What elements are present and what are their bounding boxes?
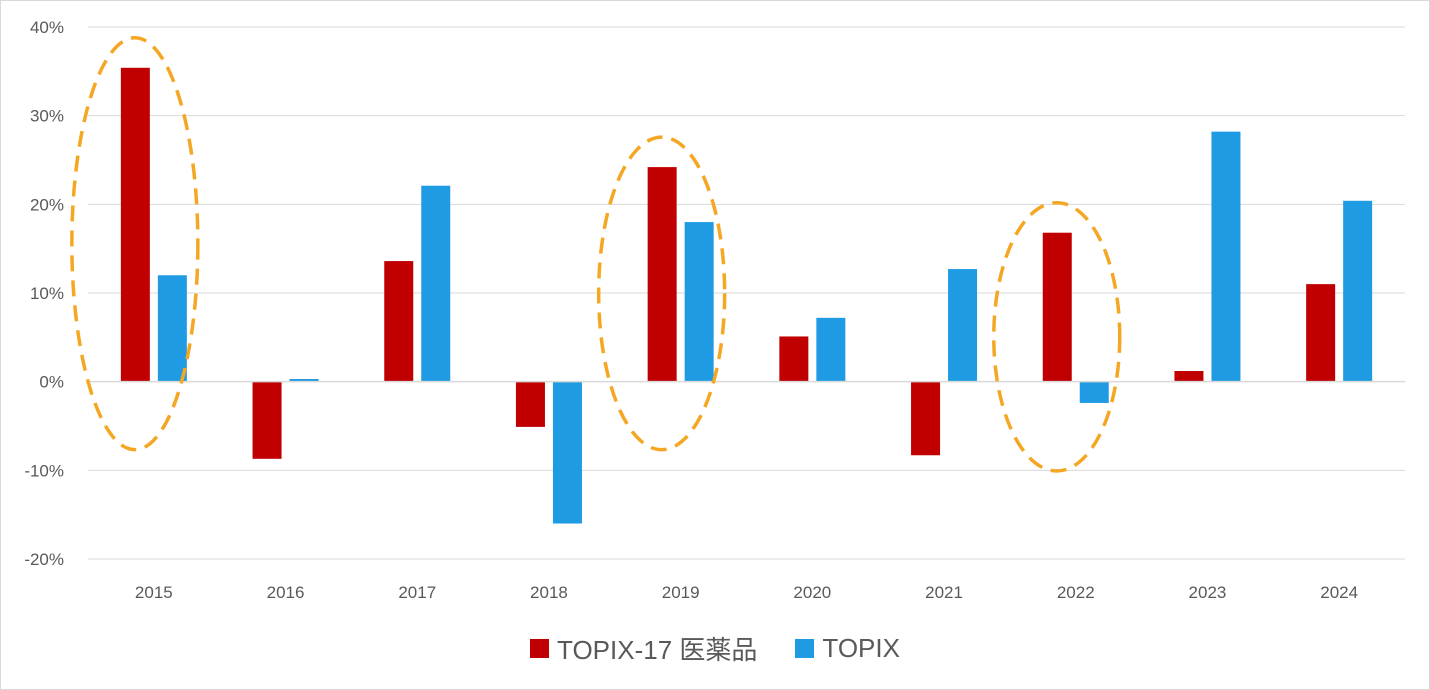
bar-topix-2017 — [421, 185, 451, 382]
x-tick-label: 2017 — [398, 583, 436, 602]
legend-swatch-pharma — [530, 639, 550, 658]
highlight-ellipse-2019 — [596, 135, 727, 452]
bar-topix-2019 — [684, 222, 714, 382]
bar-pharma-2020 — [779, 336, 809, 382]
bar-chart: 40% 30% 20% 10% 0% -10% -20% 2015 2016 2017 2018 20… — [24, 18, 1405, 602]
y-tick-label: 40% — [30, 18, 64, 37]
bar-pharma-2022 — [1042, 232, 1072, 382]
x-tick-label: 2015 — [135, 583, 173, 602]
x-tick-label: 2023 — [1189, 583, 1227, 602]
bar-topix-2021 — [948, 269, 978, 382]
x-tick-label: 2016 — [267, 583, 305, 602]
legend-item-pharma[interactable]: TOPIX-17 医薬品 — [530, 630, 757, 667]
x-tick-label: 2018 — [530, 583, 568, 602]
x-tick-label: 2021 — [925, 583, 963, 602]
legend-label-pharma: TOPIX-17 医薬品 — [557, 635, 758, 665]
y-tick-label: 0% — [39, 373, 64, 392]
bar-topix-2023 — [1211, 131, 1241, 382]
bar-topix-2015 — [157, 275, 187, 382]
legend-item-topix[interactable]: TOPIX — [795, 630, 900, 667]
highlight-ellipse-2022 — [992, 200, 1122, 473]
legend-label-topix: TOPIX — [822, 633, 900, 663]
x-tick-label: 2019 — [662, 583, 700, 602]
y-tick-label: -20% — [24, 550, 64, 569]
y-tick-label: 10% — [30, 284, 64, 303]
x-tick-label: 2022 — [1057, 583, 1095, 602]
x-tick-label: 2024 — [1320, 583, 1358, 602]
y-tick-label: -10% — [24, 461, 64, 480]
bar-topix-2016 — [289, 379, 319, 382]
bar-topix-2022 — [1079, 381, 1109, 403]
bar-topix-2018 — [552, 381, 582, 524]
bar-topix-2020 — [816, 317, 846, 382]
bar-pharma-2021 — [911, 381, 941, 456]
bar-pharma-2019 — [647, 167, 677, 382]
bar-pharma-2024 — [1306, 284, 1336, 382]
y-tick-label: 20% — [30, 195, 64, 214]
y-tick-label: 30% — [30, 107, 64, 126]
highlight-ellipse-2015 — [70, 36, 200, 452]
bar-topix-2024 — [1343, 200, 1373, 382]
legend-swatch-topix — [795, 639, 815, 658]
legend: TOPIX-17 医薬品 TOPIX — [0, 630, 1430, 667]
bar-pharma-2017 — [384, 261, 414, 382]
bar-pharma-2023 — [1174, 371, 1204, 382]
x-tick-label: 2020 — [793, 583, 831, 602]
bar-pharma-2018 — [515, 381, 545, 427]
bar-pharma-2015 — [120, 67, 150, 382]
bar-pharma-2016 — [252, 381, 282, 459]
